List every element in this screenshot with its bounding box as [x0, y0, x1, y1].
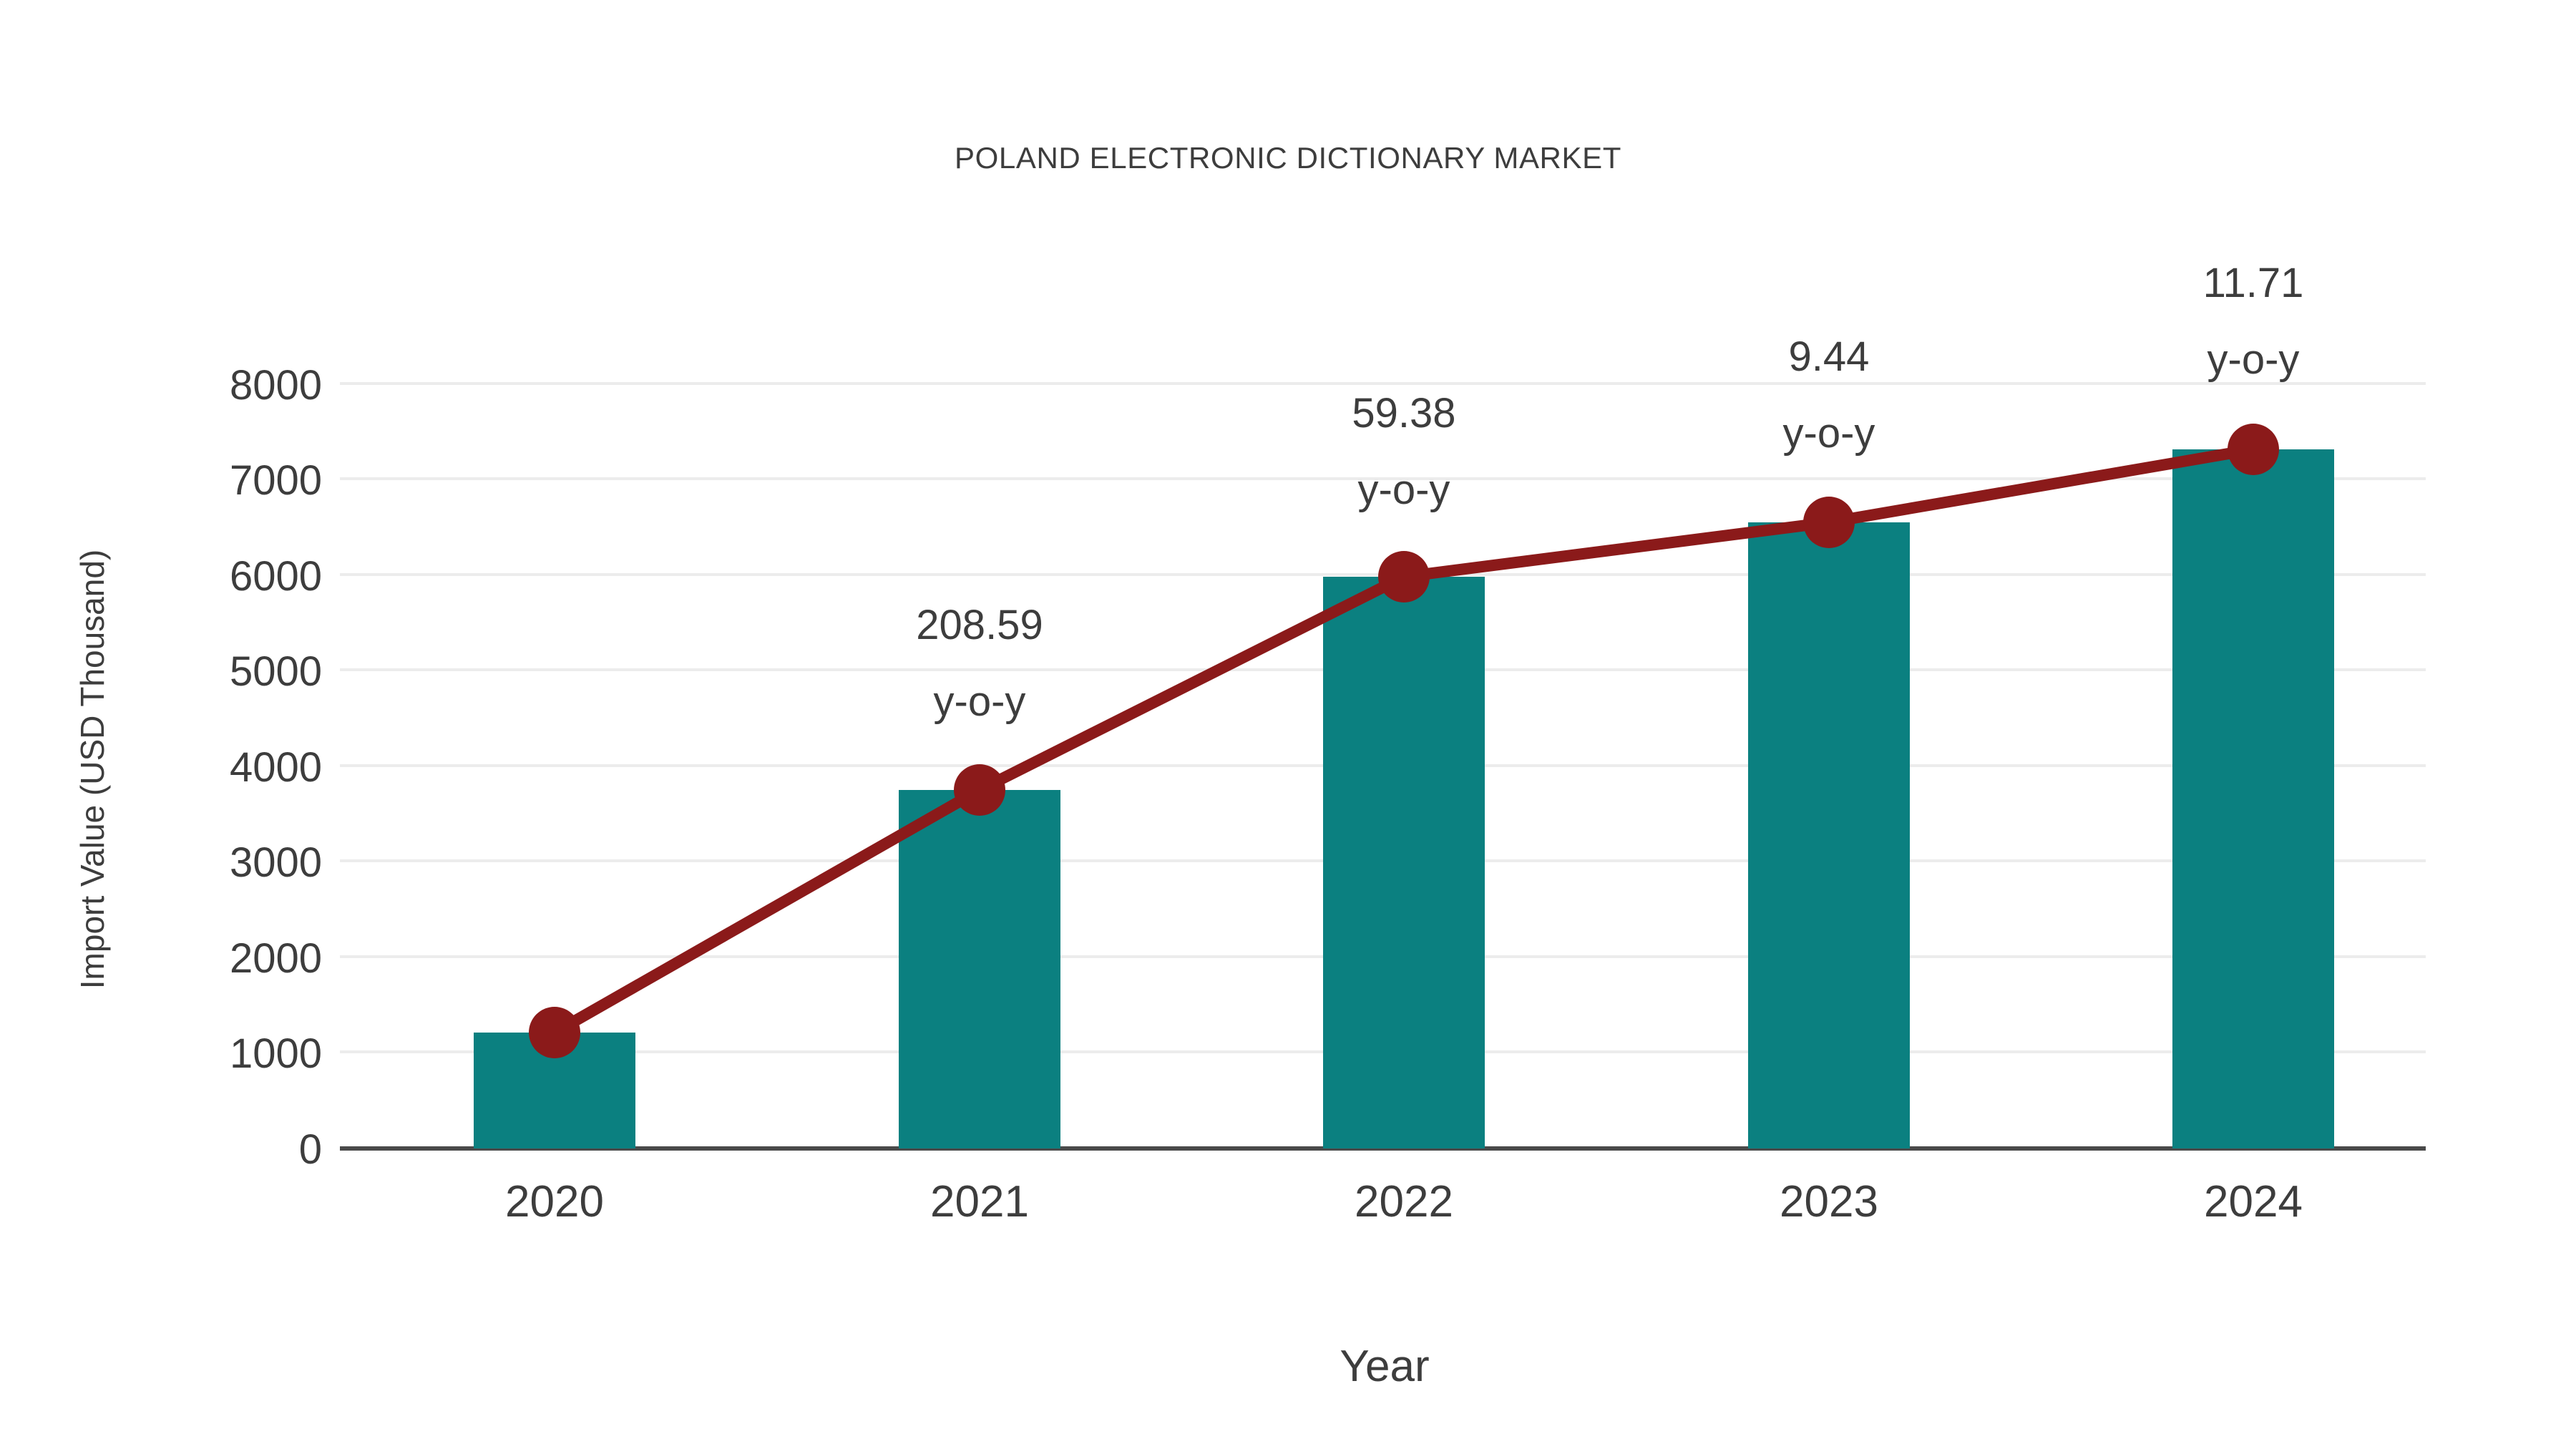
chart-title: POLAND ELECTRONIC DICTIONARY MARKET: [955, 141, 1621, 175]
y-tick-label-4000: 4000: [230, 744, 322, 791]
y-tick-label-7000: 7000: [230, 457, 322, 504]
y-tick-label-6000: 6000: [230, 553, 322, 600]
x-tick-label-2023: 2023: [1780, 1177, 1878, 1226]
x-axis-tick-labels: 2020 2021 2022 2023 2024: [505, 1177, 2303, 1226]
y-axis-title: Import Value (USD Thousand): [74, 550, 111, 989]
marker-2024[interactable]: [2228, 424, 2279, 475]
line-markers: [529, 424, 2279, 1058]
x-tick-label-2020: 2020: [505, 1177, 604, 1226]
marker-2022[interactable]: [1378, 551, 1430, 602]
x-tick-label-2024: 2024: [2204, 1177, 2303, 1226]
bar-2023[interactable]: [1748, 522, 1910, 1148]
marker-2023[interactable]: [1803, 497, 1855, 548]
y-tick-label-5000: 5000: [230, 648, 322, 695]
marker-2021[interactable]: [954, 764, 1005, 816]
bar-2021[interactable]: [899, 790, 1060, 1148]
data-label-2021-value: 208.59: [916, 602, 1043, 648]
y-tick-label-8000: 8000: [230, 362, 322, 409]
bar-2024[interactable]: [2172, 449, 2334, 1148]
data-label-2022-unit: y-o-y: [1358, 467, 1450, 513]
marker-2020[interactable]: [529, 1007, 580, 1058]
data-label-2023-unit: y-o-y: [1783, 410, 1875, 457]
bar-2022[interactable]: [1323, 577, 1485, 1148]
x-tick-label-2021: 2021: [930, 1177, 1029, 1226]
y-tick-label-2000: 2000: [230, 935, 322, 982]
x-tick-label-2022: 2022: [1355, 1177, 1453, 1226]
y-axis-tick-labels: 8000 7000 6000 5000 4000 3000 2000 1000 …: [230, 362, 322, 1173]
data-labels: 208.59 y-o-y 59.38 y-o-y 9.44 y-o-y 11.7…: [916, 260, 2303, 725]
bar-series: [474, 449, 2334, 1148]
x-axis-title: Year: [1340, 1342, 1429, 1391]
data-label-2022-value: 59.38: [1352, 390, 1455, 436]
data-label-2024-value: 11.71: [2203, 260, 2304, 306]
data-label-2023-value: 9.44: [1789, 333, 1870, 380]
y-tick-label-0: 0: [299, 1126, 322, 1173]
y-tick-label-3000: 3000: [230, 839, 322, 886]
data-label-2024-unit: y-o-y: [2207, 336, 2300, 383]
data-label-2021-unit: y-o-y: [934, 678, 1026, 725]
y-tick-label-1000: 1000: [230, 1030, 322, 1077]
